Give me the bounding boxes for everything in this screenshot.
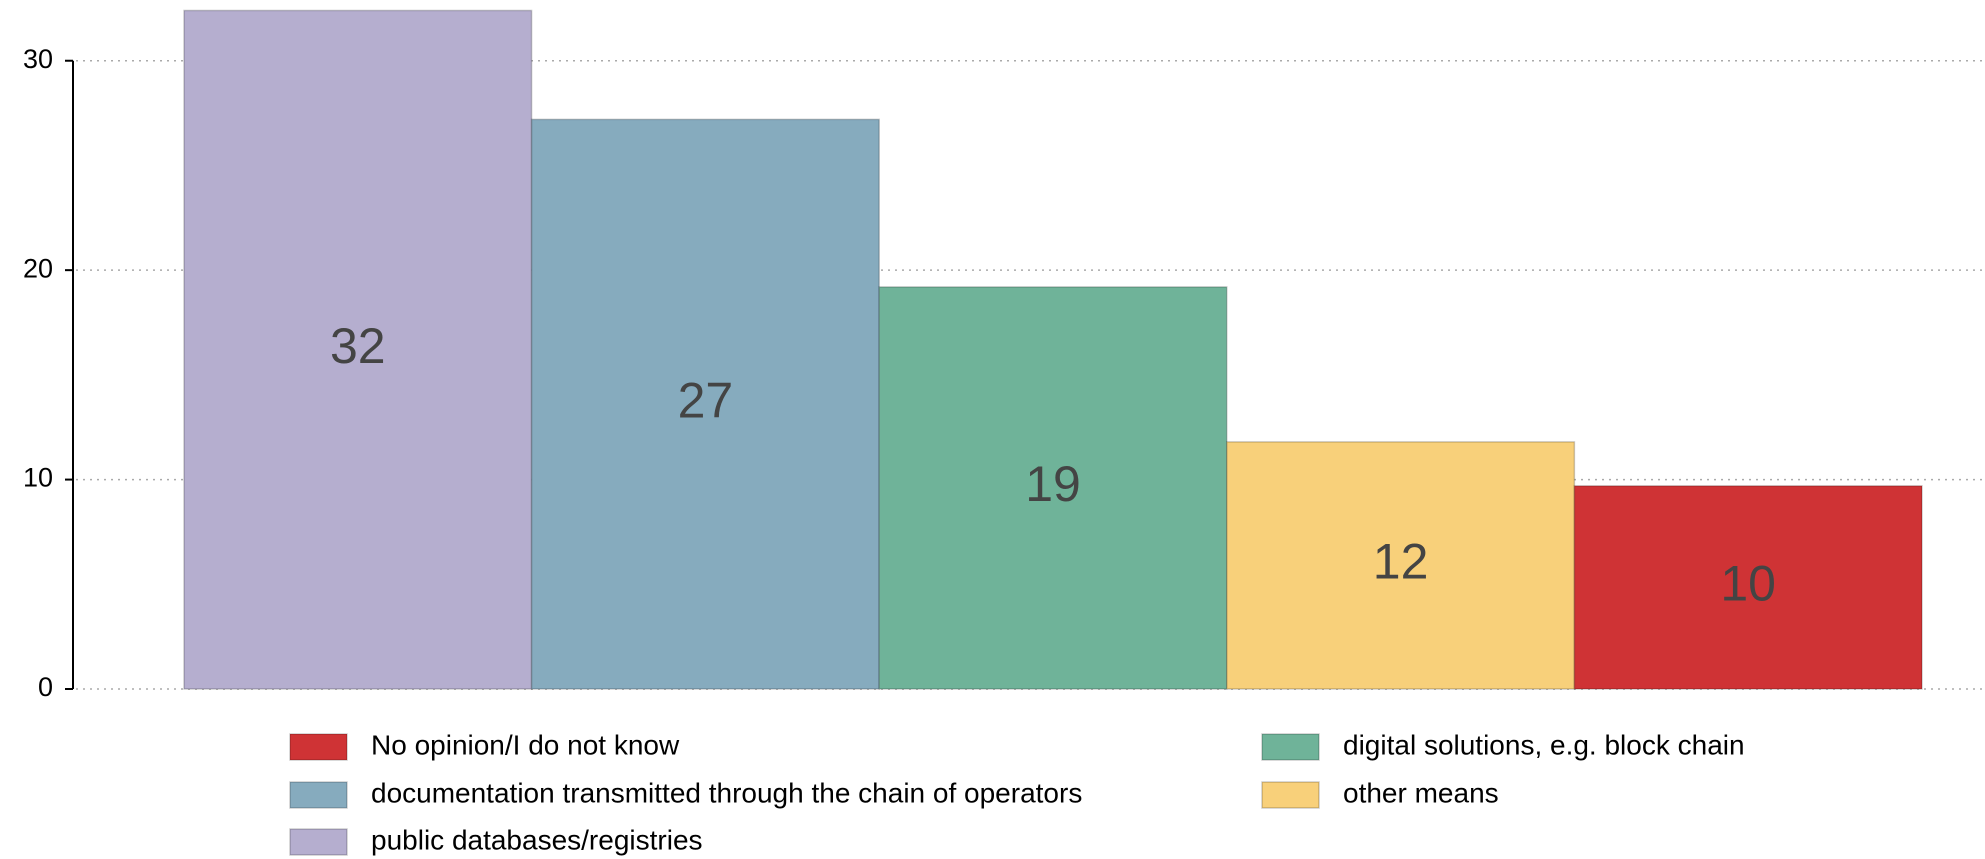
y-tick-label: 0	[38, 672, 53, 702]
legend-label: other means	[1343, 777, 1499, 808]
y-tick-label: 20	[23, 253, 53, 283]
value-label: 19	[1025, 456, 1081, 512]
y-tick-label: 30	[23, 44, 53, 74]
value-label: 32	[330, 318, 386, 374]
bar	[183, 9, 533, 690]
legend-swatch	[289, 828, 348, 856]
legend-swatch	[289, 781, 348, 809]
bar	[530, 118, 880, 690]
value-label: 27	[678, 372, 734, 428]
legend-label: documentation transmitted through the ch…	[371, 777, 1082, 808]
legend-swatch	[1261, 781, 1320, 809]
legend-swatch	[289, 733, 348, 761]
value-label: 12	[1373, 534, 1429, 590]
legend-label: public databases/registries	[371, 824, 703, 855]
value-label: 10	[1720, 556, 1776, 612]
y-tick-label: 10	[23, 463, 53, 493]
legend-swatch	[1261, 733, 1320, 761]
legend-label: No opinion/I do not know	[371, 729, 680, 760]
bar	[878, 286, 1228, 690]
bar	[1573, 485, 1923, 690]
legend-label: digital solutions, e.g. block chain	[1343, 729, 1745, 760]
